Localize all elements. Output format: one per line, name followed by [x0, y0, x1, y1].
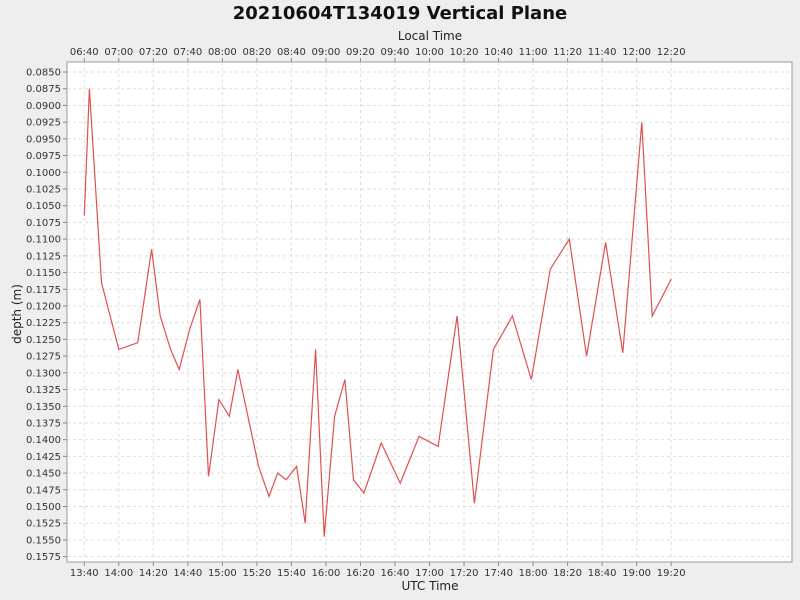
x-tick-label: 16:40	[381, 568, 410, 579]
y-tick-label: 0.1125	[26, 251, 61, 262]
y-tick-label: 0.0975	[26, 151, 61, 162]
x-tick-label: 14:40	[173, 568, 202, 579]
y-tick-label: 0.1025	[26, 185, 61, 196]
x-tick-label: 17:40	[484, 568, 513, 579]
x2-tick-label: 07:20	[139, 47, 168, 58]
x-tick-label: 18:40	[588, 568, 617, 579]
series-layer	[83, 88, 672, 537]
x2-tick-label: 09:20	[346, 47, 375, 58]
y-tick-label: 0.1275	[26, 352, 61, 363]
y-tick-label: 0.1100	[26, 235, 61, 246]
x-tick-label: 19:00	[622, 568, 651, 579]
x-tick-label: 16:20	[346, 568, 375, 579]
x-tick-label: 18:20	[553, 568, 582, 579]
x-tick-label: 16:00	[312, 568, 341, 579]
y-tick-label: 0.0925	[26, 118, 61, 129]
grid-layer	[67, 62, 792, 562]
y-tick-label: 0.1325	[26, 385, 61, 396]
depth-axis-label: depth (m)	[10, 284, 24, 344]
y-tick-label: 0.1050	[26, 201, 61, 212]
x2-tick-label: 08:20	[242, 47, 271, 58]
chart-title: 20210604T134019 Vertical Plane	[233, 3, 567, 24]
y-tick-label: 0.1400	[26, 435, 61, 446]
x2-tick-label: 10:40	[484, 47, 513, 58]
x2-tick-label: 09:00	[312, 47, 341, 58]
local-time-axis-label: Local Time	[398, 29, 462, 43]
tick-layer: 13:40 06:40 14:00 07:00 14:20 07:20 14:40 07:40…	[26, 47, 686, 579]
y-tick-label: 0.0900	[26, 101, 61, 112]
y-tick-label: 0.1200	[26, 301, 61, 312]
x-tick-label: 17:20	[450, 568, 479, 579]
x2-tick-label: 12:20	[657, 47, 686, 58]
y-tick-label: 0.1425	[26, 452, 61, 463]
x-tick-label: 13:40	[70, 568, 99, 579]
x-tick-label: 14:20	[139, 568, 168, 579]
y-tick-label: 0.1450	[26, 469, 61, 480]
y-tick-label: 0.1075	[26, 218, 61, 229]
y-tick-label: 0.1175	[26, 285, 61, 296]
utc-time-axis-label: UTC Time	[402, 579, 459, 593]
x-tick-label: 15:20	[242, 568, 271, 579]
x2-tick-label: 12:00	[622, 47, 651, 58]
y-tick-label: 0.1575	[26, 552, 61, 563]
x2-tick-label: 09:40	[381, 47, 410, 58]
y-tick-label: 0.1375	[26, 418, 61, 429]
y-tick-label: 0.1250	[26, 335, 61, 346]
x-tick-label: 19:20	[657, 568, 686, 579]
x2-tick-label: 11:00	[519, 47, 548, 58]
x2-tick-label: 06:40	[70, 47, 99, 58]
y-tick-label: 0.0850	[26, 68, 61, 79]
x-tick-label: 18:00	[519, 568, 548, 579]
y-tick-label: 0.0950	[26, 134, 61, 145]
x2-tick-label: 10:20	[450, 47, 479, 58]
x2-tick-label: 11:20	[553, 47, 582, 58]
x2-tick-label: 07:40	[173, 47, 202, 58]
y-tick-label: 0.1000	[26, 168, 61, 179]
x-tick-label: 14:00	[104, 568, 133, 579]
x2-tick-label: 08:00	[208, 47, 237, 58]
x-tick-label: 17:00	[415, 568, 444, 579]
y-tick-label: 0.1475	[26, 485, 61, 496]
x2-tick-label: 11:40	[588, 47, 617, 58]
x-tick-label: 15:40	[277, 568, 306, 579]
y-tick-label: 0.0875	[26, 84, 61, 95]
x2-tick-label: 10:00	[415, 47, 444, 58]
x2-tick-label: 07:00	[104, 47, 133, 58]
y-tick-label: 0.1550	[26, 535, 61, 546]
y-tick-label: 0.1225	[26, 318, 61, 329]
y-tick-label: 0.1350	[26, 402, 61, 413]
y-tick-label: 0.1150	[26, 268, 61, 279]
y-tick-label: 0.1300	[26, 368, 61, 379]
x-tick-label: 15:00	[208, 568, 237, 579]
depth-series-line	[83, 88, 672, 537]
x2-tick-label: 08:40	[277, 47, 306, 58]
y-tick-label: 0.1500	[26, 502, 61, 513]
y-tick-label: 0.1525	[26, 519, 61, 530]
